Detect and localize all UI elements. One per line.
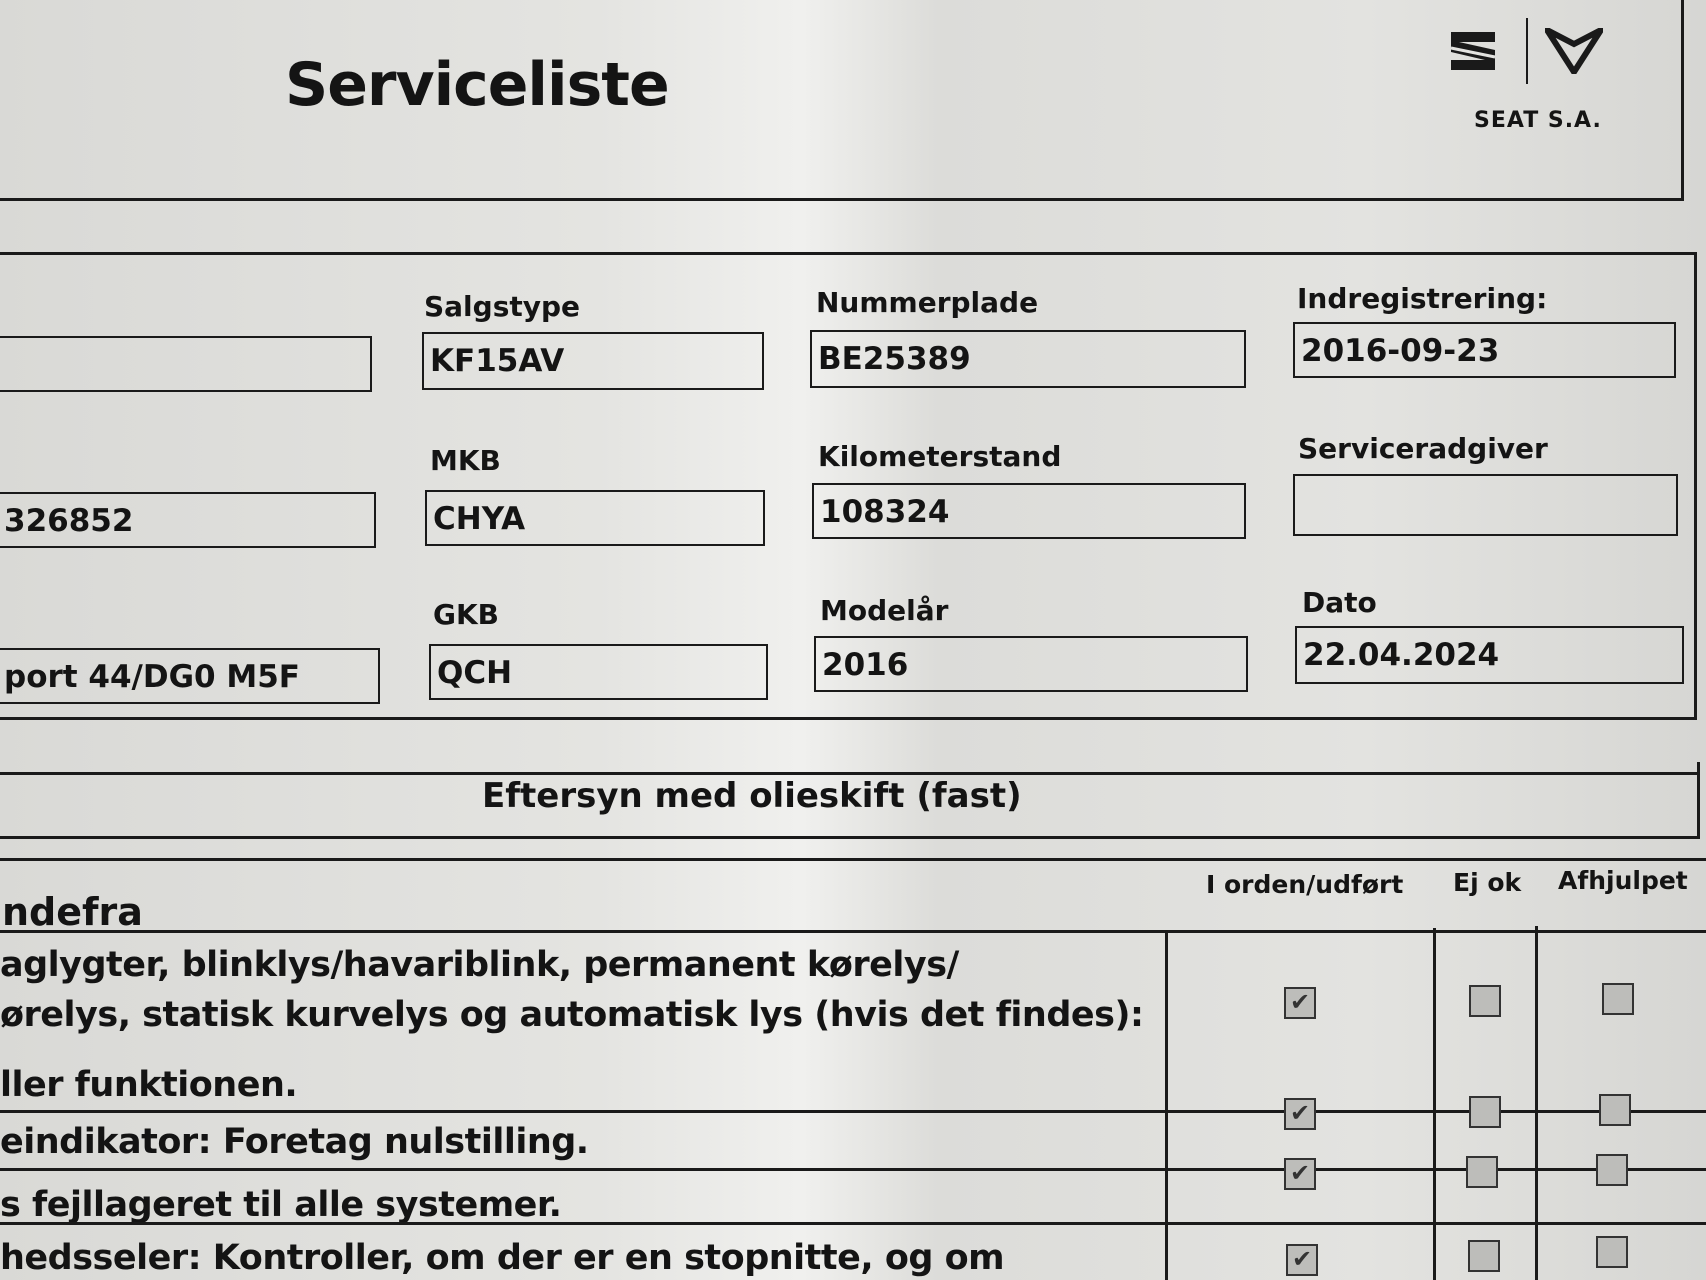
checkbox-row1-ej-ok[interactable]: [1469, 985, 1501, 1017]
table-header-border: [0, 930, 1706, 933]
mkb-label: MKB: [430, 444, 501, 477]
col-divider-3: [1535, 926, 1538, 1280]
mkb-field: CHYA: [425, 490, 765, 546]
info-box-right: [1694, 252, 1697, 720]
header-right-border: [1681, 0, 1684, 201]
checkbox-row4-ej-ok[interactable]: [1468, 1240, 1500, 1272]
header-bottom-border: [0, 198, 1684, 201]
kilometerstand-field: 108324: [812, 483, 1246, 539]
seat-logo-icon: [1450, 32, 1496, 70]
col-divider-2: [1433, 928, 1436, 1280]
row-divider: [0, 1222, 1706, 1225]
serviceradgiver-field: [1293, 474, 1678, 536]
col-header-afhjulpet: Afhjulpet: [1558, 866, 1688, 895]
gkb-field: QCH: [429, 644, 768, 700]
section-title: Eftersyn med olieskift (fast): [482, 776, 1022, 816]
info-box-top: [0, 252, 1697, 255]
row-1-line-1: aglygter, blinklys/havariblink, permanen…: [0, 945, 959, 985]
kilometerstand-label: Kilometerstand: [818, 440, 1062, 473]
nummerplade-label: Nummerplade: [816, 286, 1039, 319]
checkbox-row2-ok[interactable]: ✔: [1284, 1098, 1316, 1130]
modelar-label: Modelår: [820, 594, 949, 627]
col-header-ej-ok: Ej ok: [1453, 868, 1522, 897]
checkbox-row2-afhjulpet[interactable]: [1599, 1094, 1631, 1126]
field-row2-col0: 326852: [0, 492, 376, 548]
checkbox-row4-ok[interactable]: ✔: [1286, 1244, 1318, 1276]
salgstype-field: KF15AV: [422, 332, 764, 390]
cupra-logo-icon: [1545, 28, 1603, 74]
field-row1-col0: [0, 336, 372, 392]
row-divider: [0, 1168, 1706, 1171]
checkbox-row1-ok[interactable]: ✔: [1284, 987, 1316, 1019]
col-divider-1: [1165, 930, 1168, 1280]
nummerplade-field: BE25389: [810, 330, 1246, 388]
checkbox-row3-afhjulpet[interactable]: [1596, 1154, 1628, 1186]
indregistrering-label: Indregistrering:: [1297, 282, 1548, 315]
checkbox-row4-afhjulpet[interactable]: [1596, 1236, 1628, 1268]
col-header-ok: I orden/udført: [1206, 870, 1404, 899]
field-row3-col0: port 44/DG0 M5F: [0, 648, 380, 704]
gkb-label: GKB: [433, 598, 500, 631]
section-bottom-border: [0, 836, 1700, 839]
row-divider: [0, 1110, 1706, 1113]
table-top-border: [0, 858, 1706, 861]
row-2-line-1: eindikator: Foretag nulstilling.: [0, 1122, 589, 1162]
brand-name: SEAT S.A.: [1474, 108, 1602, 133]
dato-label: Dato: [1302, 586, 1377, 619]
checkbox-row2-ej-ok[interactable]: [1469, 1096, 1501, 1128]
modelar-field: 2016: [814, 636, 1248, 692]
checkbox-row3-ok[interactable]: ✔: [1284, 1158, 1316, 1190]
section-right-border: [1697, 762, 1700, 838]
dato-field: 22.04.2024: [1295, 626, 1684, 684]
checkbox-row1-afhjulpet[interactable]: [1602, 983, 1634, 1015]
row-1-line-3: ller funktionen.: [0, 1065, 298, 1105]
row-4-line-1: hedsseler: Kontroller, om der er en stop…: [0, 1238, 1005, 1278]
group-heading: ndefra: [2, 890, 143, 934]
logo-divider: [1526, 18, 1528, 84]
section-top-border: [0, 772, 1700, 775]
info-box-bottom: [0, 717, 1697, 720]
indregistrering-field: 2016-09-23: [1293, 322, 1676, 378]
checkbox-row3-ej-ok[interactable]: [1466, 1156, 1498, 1188]
salgstype-label: Salgstype: [424, 290, 581, 323]
row-3-line-1: s fejllageret til alle systemer.: [0, 1185, 562, 1225]
serviceradgiver-label: Serviceradgiver: [1298, 432, 1548, 465]
page-title: Serviceliste: [285, 50, 670, 120]
row-1-line-2: ørelys, statisk kurvelys og automatisk l…: [0, 995, 1144, 1035]
